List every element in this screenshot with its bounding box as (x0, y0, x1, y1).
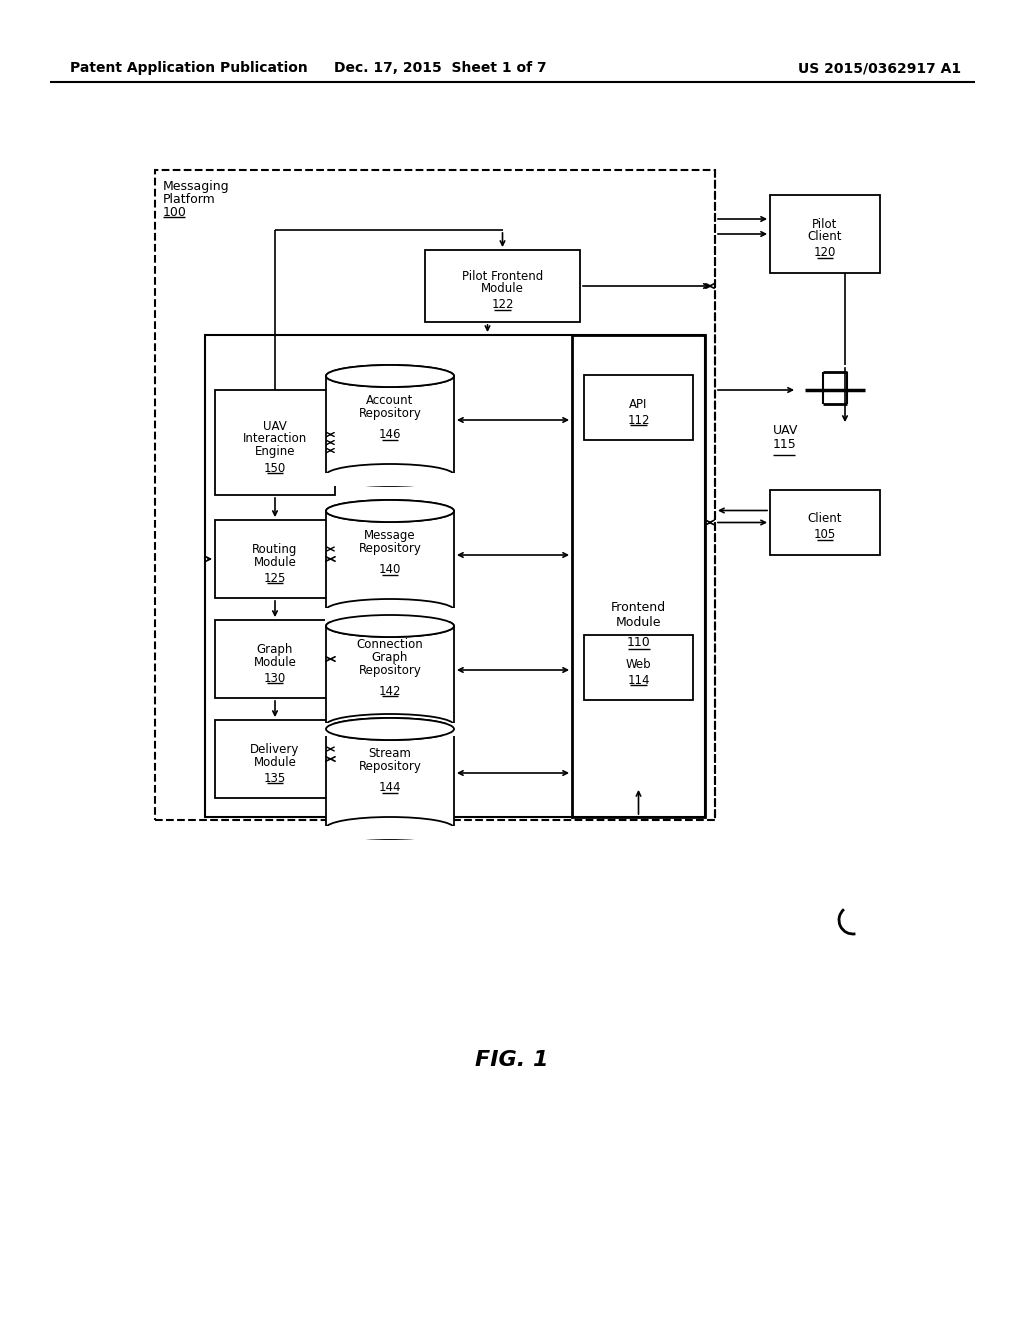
Text: Messaging: Messaging (163, 180, 229, 193)
Bar (770, 195, 880, 273)
Text: Module: Module (254, 755, 296, 768)
Text: FIG. 1: FIG. 1 (475, 1049, 549, 1071)
Text: Client: Client (808, 512, 843, 525)
Text: UAV: UAV (773, 424, 799, 437)
Text: Routing: Routing (252, 543, 298, 556)
Text: 120: 120 (814, 247, 837, 260)
Text: Repository: Repository (358, 543, 422, 556)
Bar (326, 729, 454, 828)
Text: Repository: Repository (358, 407, 422, 420)
Bar (584, 635, 693, 700)
Text: 130: 130 (264, 672, 286, 685)
Bar (325, 473, 455, 486)
Text: Module: Module (254, 556, 296, 569)
Bar (425, 249, 580, 322)
Text: 150: 150 (264, 462, 286, 474)
Bar (325, 609, 455, 620)
Ellipse shape (326, 718, 454, 741)
Bar (155, 170, 715, 820)
Text: Message: Message (365, 529, 416, 543)
Text: Patent Application Publication: Patent Application Publication (70, 61, 308, 75)
Text: 135: 135 (264, 771, 286, 784)
Ellipse shape (326, 500, 454, 521)
Text: Engine: Engine (255, 446, 295, 458)
Text: 146: 146 (379, 428, 401, 441)
Text: Web: Web (626, 657, 651, 671)
Text: UAV: UAV (263, 420, 287, 433)
Ellipse shape (326, 599, 454, 620)
Text: Graph: Graph (372, 651, 409, 664)
Text: 142: 142 (379, 685, 401, 697)
Ellipse shape (326, 615, 454, 638)
Text: Module: Module (481, 282, 524, 296)
Text: Repository: Repository (358, 664, 422, 677)
Bar (325, 723, 455, 737)
Ellipse shape (326, 615, 454, 638)
Bar (770, 490, 880, 554)
Text: Account: Account (367, 395, 414, 407)
Bar (215, 520, 335, 598)
Text: 110: 110 (627, 636, 650, 649)
Text: Frontend
Module: Frontend Module (611, 601, 666, 628)
Text: 114: 114 (628, 673, 650, 686)
Text: 125: 125 (264, 572, 286, 585)
Text: Delivery: Delivery (250, 742, 300, 755)
Text: Connection: Connection (356, 638, 423, 651)
Text: Repository: Repository (358, 760, 422, 774)
Bar (325, 826, 455, 840)
Ellipse shape (326, 465, 454, 486)
Text: Platform: Platform (163, 193, 216, 206)
Text: Client: Client (808, 231, 843, 243)
Text: 140: 140 (379, 564, 401, 576)
Text: Pilot Frontend: Pilot Frontend (462, 269, 543, 282)
Text: Dec. 17, 2015  Sheet 1 of 7: Dec. 17, 2015 Sheet 1 of 7 (334, 61, 547, 75)
Bar (205, 335, 705, 817)
Text: Pilot: Pilot (812, 218, 838, 231)
Text: Interaction: Interaction (243, 433, 307, 446)
Bar (326, 376, 454, 475)
Text: 122: 122 (492, 298, 514, 312)
Bar (584, 375, 693, 440)
Text: 144: 144 (379, 781, 401, 795)
Text: API: API (630, 397, 648, 411)
Text: 100: 100 (163, 206, 186, 219)
Ellipse shape (326, 714, 454, 737)
Text: 105: 105 (814, 528, 837, 541)
Bar (215, 719, 335, 799)
Bar (215, 389, 335, 495)
Text: Stream: Stream (369, 747, 412, 760)
Bar (572, 335, 705, 817)
Text: Graph: Graph (257, 643, 293, 656)
Bar (326, 626, 454, 725)
Ellipse shape (326, 366, 454, 387)
Text: US 2015/0362917 A1: US 2015/0362917 A1 (799, 61, 962, 75)
Text: Module: Module (254, 656, 296, 668)
Ellipse shape (326, 500, 454, 521)
Ellipse shape (326, 718, 454, 741)
Text: 115: 115 (773, 438, 797, 451)
Ellipse shape (326, 817, 454, 840)
Bar (215, 620, 335, 698)
Ellipse shape (326, 366, 454, 387)
Text: 112: 112 (628, 413, 650, 426)
Bar (326, 511, 454, 610)
